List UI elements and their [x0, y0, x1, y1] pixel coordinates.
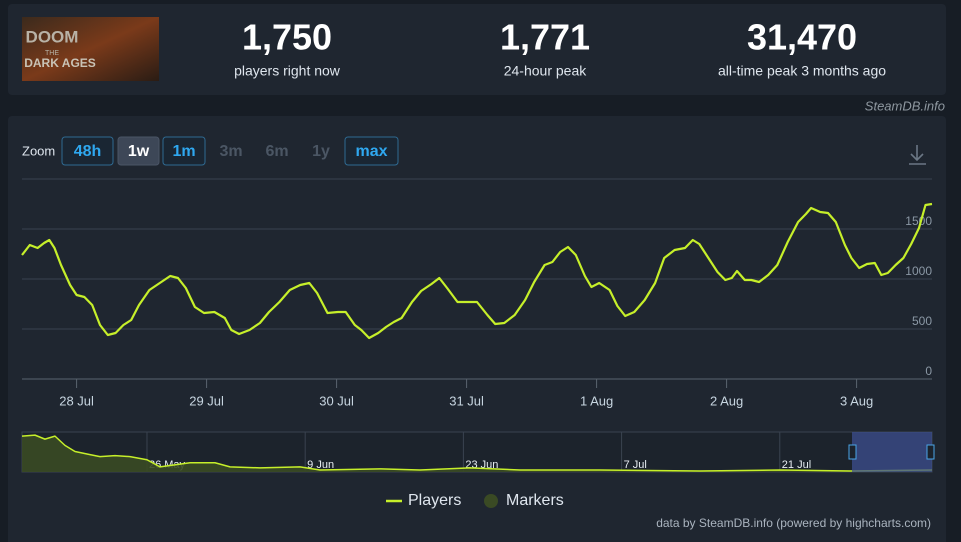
x-tick-label: 1 Aug	[580, 393, 613, 408]
legend-label[interactable]: Players	[408, 492, 461, 509]
logo-text: DOOM	[26, 27, 79, 46]
stat-label: players right now	[234, 63, 341, 79]
zoom-buttons: 48h 1w 1m 3m 6m 1y max	[61, 136, 399, 166]
data-line	[21, 202, 933, 340]
y-tick-label: 500	[912, 314, 932, 328]
navigator-handle[interactable]	[926, 444, 935, 460]
stat-value: 31,470	[747, 17, 857, 58]
navigator-window[interactable]	[852, 432, 932, 472]
x-tick-label: 28 Jul	[59, 393, 94, 408]
navigator-handle[interactable]	[848, 444, 857, 460]
zoom-button-bg[interactable]	[117, 136, 160, 166]
zoom-button[interactable]: 1w	[128, 143, 150, 160]
stat-label: all-time peak 3 months ago	[718, 63, 886, 79]
data-area	[22, 435, 932, 472]
x-tick-label: 31 Jul	[449, 393, 484, 408]
stat-value: 1,771	[500, 17, 590, 58]
x-tick-label: 3 Aug	[840, 393, 873, 408]
zoom-button-bg[interactable]	[162, 136, 206, 166]
source-link[interactable]: SteamDB.info	[865, 98, 945, 113]
y-tick-label: 0	[925, 364, 932, 378]
zoom-button: 6m	[265, 143, 288, 160]
zoom-button: 1y	[312, 143, 330, 160]
game-image	[22, 17, 159, 81]
stat-label: 24-hour peak	[504, 63, 588, 79]
credit[interactable]: data by SteamDB.info (powered by highcha…	[656, 516, 931, 530]
zoom-button-bg[interactable]	[61, 136, 114, 166]
logo-text: DARK AGES	[24, 56, 96, 70]
y-tick-label: 1000	[905, 264, 932, 278]
navigator-tick-label: 21 Jul	[782, 459, 811, 471]
x-tick-label: 30 Jul	[319, 393, 354, 408]
stat-value: 1,750	[242, 17, 332, 58]
zoom-button[interactable]: 48h	[74, 143, 102, 160]
main-chart: 0 500 1000 1500 28 Jul 29 Jul 30 Jul 31 Jul 1 Au…	[21, 202, 933, 408]
download-icon[interactable]	[909, 145, 926, 165]
navigator-tick-label: 7 Jul	[624, 459, 647, 471]
zoom-button-bg[interactable]	[344, 136, 399, 166]
x-tick-label: 29 Jul	[189, 393, 224, 408]
y-tick-label: 1500	[905, 214, 932, 228]
legend: Players Markers	[386, 492, 564, 509]
zoom-label: Zoom	[22, 143, 55, 158]
x-tick-label: 2 Aug	[710, 393, 743, 408]
stats-panel	[8, 4, 946, 95]
legend-symbol[interactable]	[484, 494, 498, 508]
zoom-button: 3m	[219, 143, 242, 160]
navigator-chart: 26 May 9 Jun 23 Jun 7 Jul 21 Jul	[21, 432, 933, 472]
data-line	[21, 434, 933, 472]
navigator-tick-label: 9 Jun	[307, 459, 334, 471]
zoom-button[interactable]: 1m	[172, 143, 195, 160]
legend-label[interactable]: Markers	[506, 492, 564, 509]
logo-text: THE	[45, 50, 59, 57]
zoom-button[interactable]: max	[355, 143, 387, 160]
